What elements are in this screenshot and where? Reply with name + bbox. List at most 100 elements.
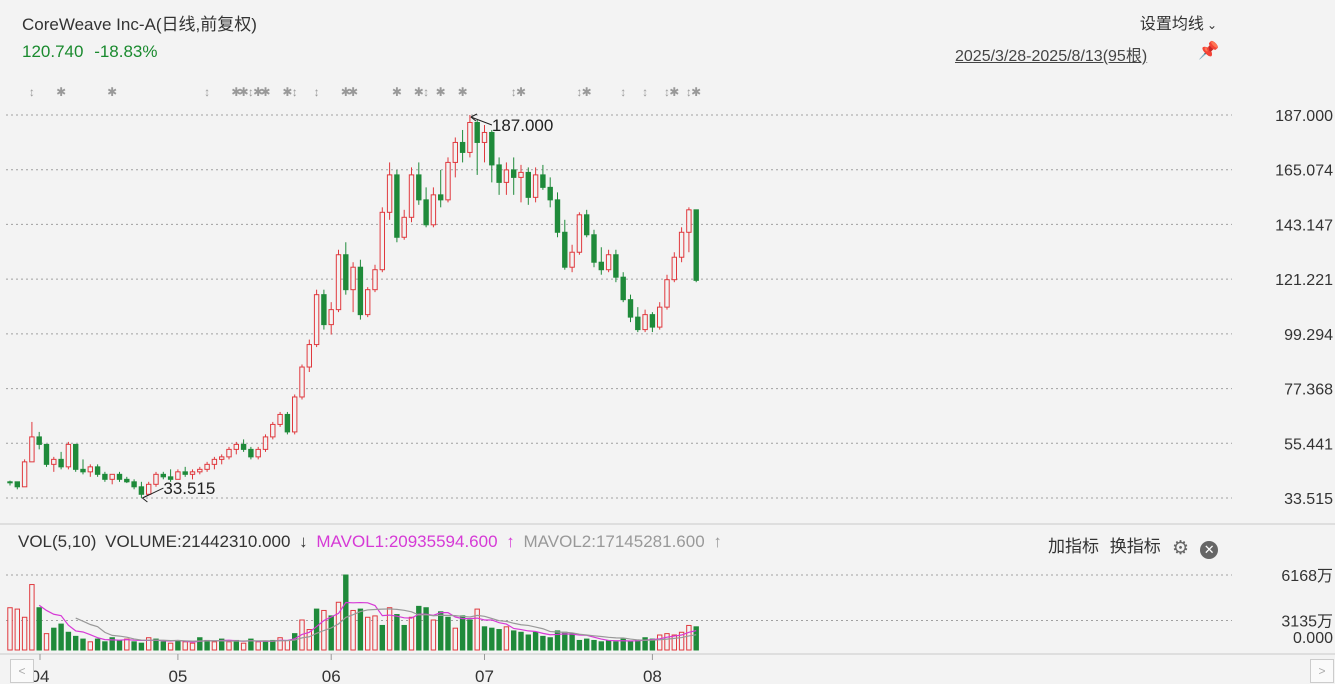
date-tick-label: 05	[168, 667, 187, 684]
annotation-label: 187.000	[492, 116, 553, 135]
volume-bar	[167, 642, 174, 651]
date-range-link[interactable]: 2025/3/28-2025/8/13(95根)	[955, 48, 1148, 65]
event-marker: ↕	[620, 85, 626, 99]
volume-bar	[51, 627, 57, 651]
volume-bar	[131, 641, 137, 651]
candle-body	[408, 174, 415, 218]
volume-bar	[7, 607, 13, 651]
candle-body	[87, 466, 93, 473]
switch-indicator-button[interactable]: 换指标	[1109, 537, 1161, 556]
candle-body	[489, 131, 495, 166]
volume-bar	[562, 631, 568, 651]
candle-body	[43, 443, 50, 465]
volume-bar	[693, 626, 699, 651]
candle-body	[292, 396, 298, 433]
annotation-arrowhead	[470, 113, 478, 122]
candle-body	[481, 131, 488, 143]
price-axis: 187.000 165.074 143.147 121.221 99.294 77.368…	[1275, 108, 1333, 508]
volume-bar	[576, 639, 583, 651]
candle-body	[554, 199, 561, 233]
volume-grid	[6, 574, 1232, 621]
candle-body	[240, 443, 247, 450]
volume-bar	[474, 608, 480, 651]
scroll-right-button[interactable]: >	[1310, 659, 1334, 683]
change-percent: -18.83%	[94, 42, 158, 61]
event-marker: ↕	[664, 85, 670, 99]
event-marker: ✱	[669, 85, 679, 99]
candle-body	[496, 164, 502, 183]
volume-bar	[386, 607, 393, 651]
date-axis: 04 05 06 07 08	[0, 653, 1335, 684]
event-marker: ↕	[292, 85, 298, 99]
candle-body	[365, 289, 371, 316]
close-icon[interactable]: ✕	[1200, 541, 1219, 559]
candle-body	[182, 471, 188, 475]
candle-body	[343, 254, 349, 291]
mavol2-value: MAVOL2:17145281.600	[523, 532, 705, 551]
volume-bar	[569, 633, 575, 651]
volume-bar	[160, 641, 167, 651]
candle-body	[357, 266, 364, 316]
volume-bar	[211, 641, 218, 651]
annotation-arrowhead	[142, 494, 149, 503]
volume-bar	[153, 638, 159, 651]
candle-body	[131, 481, 137, 488]
candle-body	[503, 169, 510, 183]
candle-body	[532, 174, 539, 198]
event-marker: ↕	[642, 85, 648, 99]
volume-bar	[233, 639, 240, 651]
event-marker: ✱	[436, 85, 446, 99]
candle-body	[321, 294, 327, 326]
volume-indicator-name: VOL(5,10)	[18, 532, 97, 551]
volume-bar	[350, 609, 356, 651]
candle-body	[627, 299, 634, 318]
candle-body	[7, 481, 13, 484]
price-tick-label: 99.294	[1284, 327, 1333, 344]
volume-bar	[255, 641, 261, 651]
ma-setting-label: 设置均线	[1139, 16, 1204, 33]
scroll-left-button[interactable]: <	[10, 659, 34, 683]
volume-bar	[445, 616, 451, 651]
price-tick-label: 121.221	[1275, 272, 1333, 289]
volume-bar	[306, 629, 313, 651]
candle-body	[664, 279, 670, 308]
annotation-label: 33.515	[163, 479, 215, 498]
candle-body	[21, 461, 28, 488]
candle-body	[124, 478, 130, 483]
candle-body	[138, 486, 145, 495]
volume-bar	[124, 638, 130, 651]
ma-setting-button[interactable]: 设置均线 ⌄	[1140, 10, 1217, 34]
price-tick-label: 143.147	[1275, 217, 1333, 234]
add-indicator-button[interactable]: 加指标	[1048, 537, 1099, 556]
event-markers[interactable]: ↕ ✱ ✱ ↕ ✱✱ ↕ ✱✱ ✱ ↕ ↕ ✱✱ ✱ ✱ ↕ ✱ ✱ ↕ ✱ ↕ ✱ ↕ ↕ ↕ ✱ ↕ ✱	[29, 85, 701, 99]
volume-bar	[657, 634, 663, 651]
volume-bars	[7, 574, 699, 651]
volume-bar	[452, 627, 459, 651]
volume-bar	[394, 614, 400, 651]
candle-body	[299, 366, 305, 398]
candle-body	[372, 269, 378, 291]
volume-bar	[532, 631, 539, 651]
volume-bar	[277, 637, 283, 651]
volume-bar	[401, 624, 407, 651]
pin-icon[interactable]: 📌	[1198, 41, 1220, 60]
volume-bar	[372, 615, 378, 651]
gear-icon[interactable]: ⚙	[1171, 538, 1189, 559]
volume-bar	[197, 637, 203, 651]
candle-body	[153, 473, 159, 485]
candle-body	[569, 251, 575, 268]
candle-body	[620, 276, 626, 301]
candle-body	[562, 231, 568, 268]
mavol2-line	[75, 608, 697, 642]
event-marker: ✱	[691, 85, 701, 99]
candle-body	[518, 171, 524, 178]
volume-bar	[343, 574, 349, 651]
volume-bar	[467, 619, 473, 651]
candle-body	[401, 216, 407, 238]
event-marker: ↕	[576, 85, 582, 99]
volume-bar	[94, 638, 101, 651]
event-marker: ✱	[260, 85, 270, 99]
event-marker: ↕	[511, 85, 517, 99]
candle-body	[204, 463, 210, 470]
